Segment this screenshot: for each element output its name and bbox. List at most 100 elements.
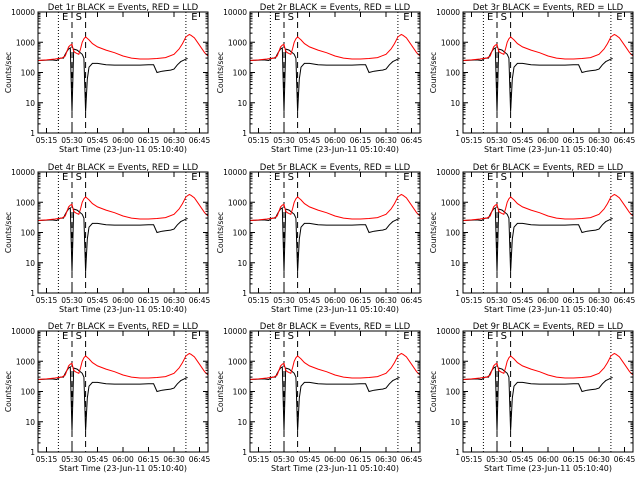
lld-series-line xyxy=(249,33,421,61)
segment-label: E xyxy=(487,331,493,342)
panel-title: Det 2r BLACK = Events, RED = LLD xyxy=(260,3,411,13)
x-tick-label: 06:00 xyxy=(112,136,134,145)
events-series-line xyxy=(462,365,613,431)
x-tick-label: 06:00 xyxy=(324,296,346,305)
segment-label: E xyxy=(487,12,493,23)
lld-series-line xyxy=(462,33,634,61)
panel-title: Det 5r BLACK = Events, RED = LLD xyxy=(260,163,411,173)
x-tick-label: 05:30 xyxy=(61,296,83,305)
y-tick-label: 100 xyxy=(446,388,461,397)
y-tick-label: 1 xyxy=(242,289,247,298)
y-tick-label: 10000 xyxy=(11,327,35,336)
x-tick-label: 06:15 xyxy=(563,296,585,305)
lld-series-line xyxy=(462,352,634,380)
y-tick-label: 100 xyxy=(446,229,461,238)
y-axis-label: Counts/sec xyxy=(429,52,438,93)
segment-label: S xyxy=(288,172,294,183)
x-tick-label: 06:15 xyxy=(138,136,160,145)
y-tick-label: 10 xyxy=(450,259,460,268)
x-tick-label: 05:30 xyxy=(486,455,508,464)
y-axis-label: Counts/sec xyxy=(216,371,225,412)
segment-label: S xyxy=(76,331,82,342)
x-tick-label: 06:45 xyxy=(614,136,636,145)
x-tick-label: 06:00 xyxy=(112,455,134,464)
events-series-line xyxy=(37,206,188,272)
plot-frame xyxy=(462,330,634,453)
x-tick-label: 05:45 xyxy=(299,455,321,464)
x-tick-label: 06:30 xyxy=(588,455,610,464)
segment-label: E xyxy=(274,331,280,342)
y-tick-label: 100 xyxy=(233,69,248,78)
events-series-line xyxy=(249,365,400,431)
detector-panel: Det 3r BLACK = Events, RED = LLD Counts/s… xyxy=(429,3,636,154)
x-tick-label: 06:30 xyxy=(588,136,610,145)
detector-panel: Det 2r BLACK = Events, RED = LLD Counts/s… xyxy=(216,3,423,154)
x-tick-label: 05:15 xyxy=(461,136,483,145)
x-tick-label: 05:45 xyxy=(299,296,321,305)
y-tick-label: 10 xyxy=(25,418,35,427)
segment-label: S xyxy=(501,172,507,183)
x-tick-label: 06:15 xyxy=(563,136,585,145)
plot-frame xyxy=(249,330,421,453)
y-tick-label: 100 xyxy=(21,69,36,78)
x-tick-label: 06:15 xyxy=(138,455,160,464)
x-tick-label: 06:00 xyxy=(537,455,559,464)
segment-label: S xyxy=(76,172,82,183)
y-axis-label: Counts/sec xyxy=(4,371,13,412)
y-tick-label: 100 xyxy=(446,69,461,78)
x-tick-label: 05:15 xyxy=(248,136,270,145)
y-tick-label: 1 xyxy=(30,129,35,138)
x-tick-label: 05:15 xyxy=(36,136,58,145)
x-tick-label: 05:15 xyxy=(36,296,58,305)
y-tick-label: 1000 xyxy=(228,38,247,47)
x-axis-label: Start Time (23-Jun-11 05:10:40) xyxy=(271,305,399,314)
x-tick-label: 05:30 xyxy=(61,455,83,464)
x-tick-label: 06:00 xyxy=(537,136,559,145)
y-tick-label: 10 xyxy=(450,418,460,427)
plot-frame xyxy=(37,171,209,294)
segment-label: S xyxy=(288,331,294,342)
events-series-line xyxy=(249,46,400,112)
x-tick-label: 06:15 xyxy=(138,296,160,305)
lld-series-line xyxy=(462,193,634,221)
segment-label: E xyxy=(62,12,68,23)
plot-frame xyxy=(462,11,634,134)
y-axis-label: Counts/sec xyxy=(4,52,13,93)
panel-title: Det 9r BLACK = Events, RED = LLD xyxy=(473,322,624,332)
segment-label: E xyxy=(191,331,197,342)
x-tick-label: 05:15 xyxy=(248,455,270,464)
segment-label: E xyxy=(487,172,493,183)
x-tick-label: 05:45 xyxy=(512,455,534,464)
x-tick-label: 05:30 xyxy=(273,296,295,305)
y-tick-label: 1000 xyxy=(441,357,460,366)
lld-series-line xyxy=(37,193,209,221)
x-tick-label: 06:30 xyxy=(163,455,185,464)
y-tick-label: 1000 xyxy=(16,38,35,47)
y-tick-label: 10 xyxy=(237,418,247,427)
x-tick-label: 05:30 xyxy=(61,136,83,145)
x-tick-label: 06:30 xyxy=(588,296,610,305)
y-tick-label: 10000 xyxy=(223,327,247,336)
x-tick-label: 05:45 xyxy=(87,296,109,305)
x-tick-label: 05:45 xyxy=(87,455,109,464)
x-tick-label: 06:45 xyxy=(614,296,636,305)
y-tick-label: 1000 xyxy=(228,198,247,207)
segment-label: E xyxy=(616,331,622,342)
x-tick-label: 06:45 xyxy=(401,136,423,145)
y-tick-label: 1 xyxy=(455,289,460,298)
x-tick-label: 05:45 xyxy=(512,136,534,145)
x-tick-label: 06:15 xyxy=(563,455,585,464)
x-tick-label: 05:30 xyxy=(486,296,508,305)
x-tick-label: 06:45 xyxy=(189,136,211,145)
panel-title: Det 6r BLACK = Events, RED = LLD xyxy=(473,163,624,173)
y-tick-label: 10000 xyxy=(223,8,247,17)
y-tick-label: 1000 xyxy=(16,198,35,207)
y-tick-label: 1000 xyxy=(441,198,460,207)
x-tick-label: 05:30 xyxy=(273,136,295,145)
y-tick-label: 10 xyxy=(25,259,35,268)
x-tick-label: 05:15 xyxy=(461,455,483,464)
segment-label: E xyxy=(616,172,622,183)
y-tick-label: 100 xyxy=(21,229,36,238)
y-tick-label: 10 xyxy=(25,99,35,108)
